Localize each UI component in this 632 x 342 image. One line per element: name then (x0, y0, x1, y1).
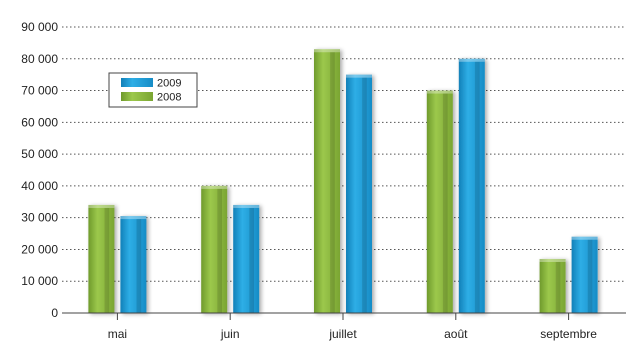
bar-2008-juin (201, 185, 228, 313)
bar-2009-août (458, 58, 485, 314)
y-tick-label: 70 000 (21, 84, 58, 98)
y-tick-label: 50 000 (21, 147, 58, 161)
y-tick-label: 60 000 (21, 115, 58, 129)
legend-label-2008: 2008 (157, 92, 181, 104)
y-tick-label: 80 000 (21, 52, 58, 66)
x-category-label: septembre (540, 327, 597, 341)
x-category-label: juin (220, 327, 240, 341)
bar-2009-mai (120, 216, 147, 313)
legend: 2009 2008 (108, 72, 198, 108)
y-axis: 0 10 000 20 000 30 000 40 000 50 000 60 000 70 … (21, 20, 58, 320)
y-tick-label: 10 000 (21, 274, 58, 288)
y-tick-label: 40 000 (21, 179, 58, 193)
x-category-label: mai (108, 327, 127, 341)
legend-swatch-2009 (121, 78, 153, 87)
y-tick-label: 90 000 (21, 20, 58, 34)
bar-2008-mai (88, 204, 115, 313)
y-tick-label: 20 000 (21, 242, 58, 256)
bar-2008-septembre (539, 258, 566, 313)
bar-2009-juillet (346, 74, 372, 314)
legend-swatch-2008 (121, 92, 153, 101)
bar-2008-août (426, 90, 453, 313)
x-category-label: juillet (328, 327, 357, 341)
x-category-label: août (444, 327, 468, 341)
legend-label-2009: 2009 (157, 78, 181, 90)
bars (88, 49, 598, 314)
bar-2008-juillet (314, 49, 340, 313)
x-axis: mai juin juillet août septembre (62, 312, 626, 341)
y-tick-label: 0 (51, 306, 58, 320)
bar-2009-septembre (571, 236, 598, 313)
bar-2009-juin (233, 204, 260, 313)
y-tick-label: 30 000 (21, 211, 58, 225)
